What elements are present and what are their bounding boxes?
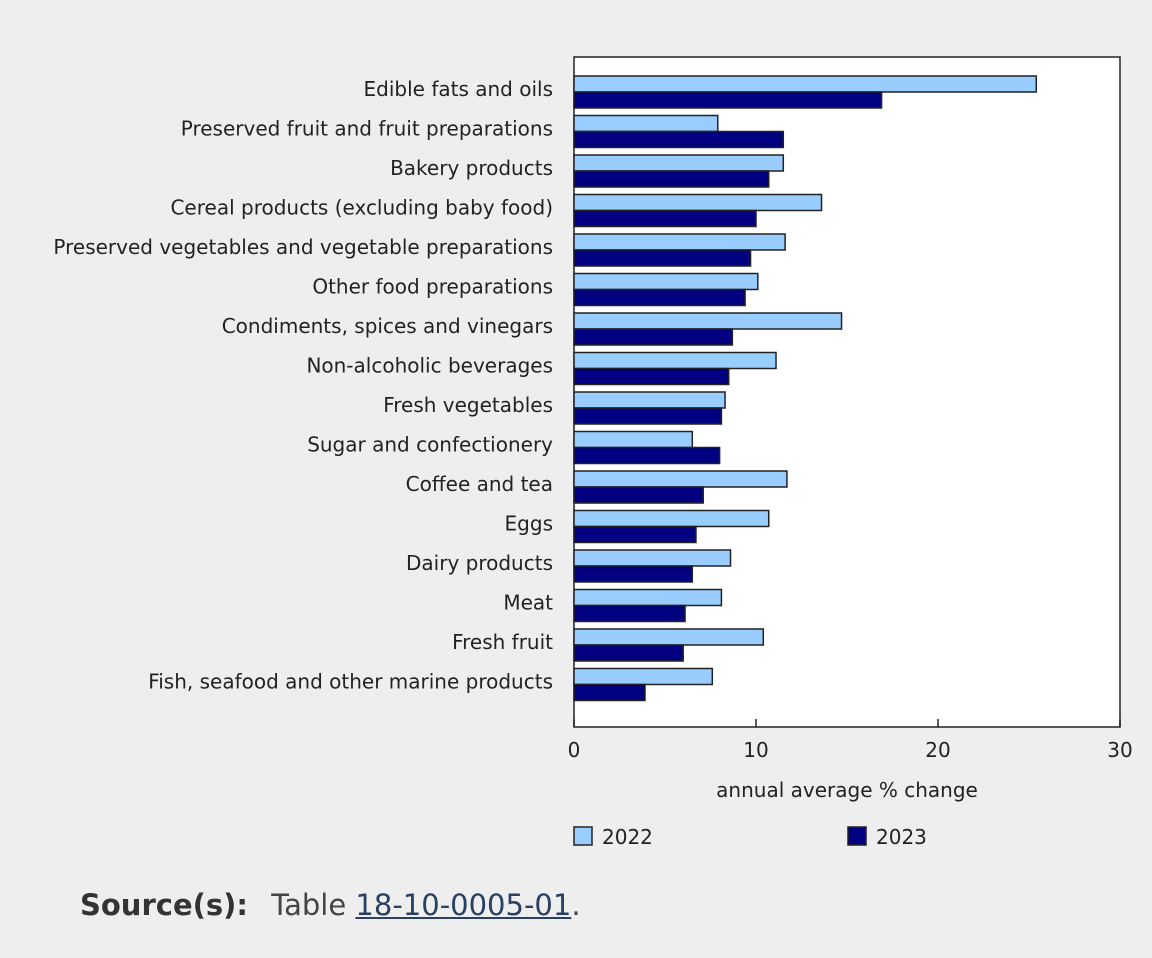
category-label: Fresh vegetables xyxy=(383,393,553,417)
bar-2023 xyxy=(573,446,721,465)
bar-2023 xyxy=(573,644,684,662)
category-label: Sugar and confectionery xyxy=(307,433,553,457)
x-tick-label: 0 xyxy=(568,738,581,762)
bar-2023 xyxy=(573,170,770,188)
bar-2022 xyxy=(573,391,726,409)
bar-2023 xyxy=(573,486,704,504)
source-note: Source(s): Table 18-10-0005-01. xyxy=(80,888,581,922)
bar-2023 xyxy=(573,130,785,149)
bar-2023 xyxy=(573,407,723,425)
x-tick-label: 20 xyxy=(925,738,950,762)
x-tick-label: 30 xyxy=(1107,738,1132,762)
bar-2023 xyxy=(573,367,730,386)
category-label: Edible fats and oils xyxy=(364,77,553,101)
bar-2023 xyxy=(573,525,697,544)
x-tick-label: 10 xyxy=(743,738,768,762)
category-label: Fresh fruit xyxy=(452,630,553,654)
bar-2022 xyxy=(573,470,788,488)
bar-2022 xyxy=(573,154,785,172)
bar-2022 xyxy=(573,588,723,607)
bar-2022 xyxy=(573,193,823,212)
category-label: Meat xyxy=(503,591,553,615)
bar-2023 xyxy=(573,91,883,109)
bar-2022 xyxy=(573,351,777,370)
bar-2022 xyxy=(573,312,843,330)
legend-swatch-2022 xyxy=(573,826,593,846)
legend-label-2023: 2023 xyxy=(876,825,927,849)
bar-2022 xyxy=(573,549,732,567)
bar-2022 xyxy=(573,509,770,528)
category-labels: Edible fats and oils Preserved fruit and … xyxy=(53,77,553,694)
x-axis-title: annual average % change xyxy=(716,778,978,802)
source-table-link[interactable]: 18-10-0005-01 xyxy=(355,888,572,922)
bar-2022 xyxy=(573,272,759,291)
bars-group xyxy=(573,75,1038,702)
bar-2023 xyxy=(573,288,746,307)
legend-label-2022: 2022 xyxy=(602,825,653,849)
category-label: Condiments, spices and vinegars xyxy=(222,314,553,338)
category-label: Preserved fruit and fruit preparations xyxy=(181,117,553,141)
source-suffix: . xyxy=(571,888,581,922)
bar-2022 xyxy=(573,628,765,646)
x-axis-ticks: 0 10 20 30 xyxy=(568,719,1133,762)
category-label: Other food preparations xyxy=(312,275,553,299)
category-label: Fish, seafood and other marine products xyxy=(148,670,553,694)
category-label: Bakery products xyxy=(390,156,553,180)
category-label: Cereal products (excluding baby food) xyxy=(170,196,553,220)
category-label: Coffee and tea xyxy=(406,472,553,496)
legend: 2022 2023 xyxy=(573,825,927,849)
bar-2022 xyxy=(573,75,1038,93)
bar-2022 xyxy=(573,233,786,251)
bar-chart: Edible fats and oils Preserved fruit and … xyxy=(53,56,1133,849)
category-label: Preserved vegetables and vegetable prepa… xyxy=(53,235,553,259)
bar-2023 xyxy=(573,209,757,228)
bar-2022 xyxy=(573,430,694,449)
source-prefix: Table xyxy=(271,888,347,922)
bar-2022 xyxy=(573,667,714,686)
bar-2023 xyxy=(573,683,646,702)
category-label: Non-alcoholic beverages xyxy=(306,354,553,378)
legend-swatch-2023 xyxy=(847,826,867,846)
bar-2023 xyxy=(573,249,752,267)
bar-2023 xyxy=(573,328,734,346)
category-label: Eggs xyxy=(505,512,553,536)
category-label: Dairy products xyxy=(406,551,553,575)
bar-2023 xyxy=(573,604,686,623)
bar-2022 xyxy=(573,114,719,133)
source-label: Source(s): xyxy=(80,888,248,922)
bar-2023 xyxy=(573,565,694,583)
